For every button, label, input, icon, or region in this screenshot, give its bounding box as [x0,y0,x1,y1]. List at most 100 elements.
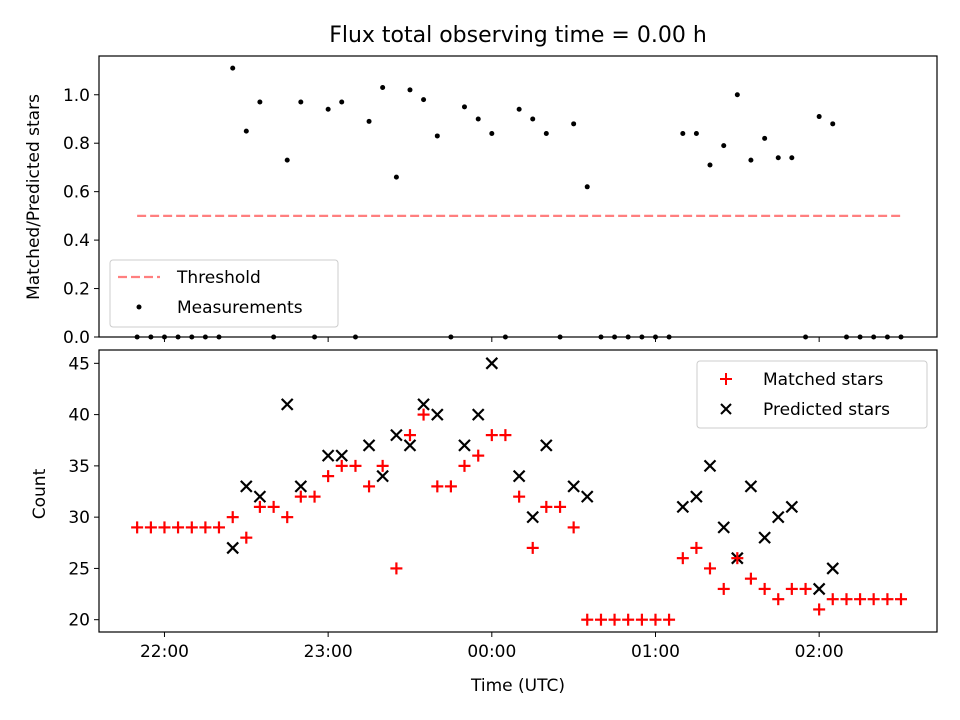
matched-stars-point [158,521,171,534]
predicted-stars-point-stroke [676,500,690,514]
predicted-stars-point-stroke [335,449,349,462]
predicted-stars-point-stroke [771,510,785,524]
measurement-point [366,118,372,124]
matched-stars-point [472,449,485,462]
predicted-stars-point [567,480,580,493]
top-legend: Threshold Measurements [109,259,339,328]
measurement-point [734,92,740,98]
matched-stars-point [199,521,212,534]
matched-stars-point [185,521,198,534]
top-y-tick-label: 0.8 [63,134,90,154]
threshold-legend-label: Threshold [176,268,261,288]
matched-stars-point [417,408,430,421]
predicted-stars-point-stroke [280,398,294,411]
matched-stars-point [281,511,294,524]
matched-stars-point [663,613,676,626]
measurement-point [257,99,263,105]
predicted-stars-point [417,398,430,411]
measurement-point [393,174,399,180]
bottom-y-tick-label: 30 [68,508,90,528]
bottom-axes-frame [98,349,938,633]
measurement-point [571,121,577,127]
matched-stars-point [267,500,280,513]
matched-stars-point [390,562,403,575]
matched-stars-point [608,613,621,626]
matched-stars-point [376,459,389,472]
predicted-stars-point-stroke [526,510,540,524]
matched-stars-point [131,521,144,534]
matched-stars-point [717,582,730,595]
predicted-stars-point-stroke [376,469,389,483]
matched-stars-point [758,582,771,595]
measurement-point [475,116,481,122]
measurement-point [816,114,822,120]
predicted-stars-point-stroke [785,500,799,514]
bottom-x-tick-label: 02:00 [795,642,844,662]
predicted-stars-point-stroke [812,582,826,596]
predicted-stars-point [294,480,308,493]
matched-stars-point [363,480,376,493]
predicted-stars-point-stroke [567,480,580,493]
matched-stars-point [172,521,185,534]
predicted-stars-point [253,490,267,503]
measurement-point [230,65,236,71]
predicted-stars-point [826,562,840,575]
predicted-stars-point-stroke [294,480,308,493]
matched-stars-point [526,541,539,554]
matched-stars-point [799,582,812,595]
predicted-stars-point [471,408,485,421]
matched-stars-point [567,521,580,534]
matched-stars-point [554,500,567,513]
matched-stars-point [212,521,225,534]
top-panel: 0.0 0.2 0.4 0.6 0.8 1.0 [63,55,938,348]
measurement-point [530,116,536,122]
predicted-stars-point-stroke [240,480,253,493]
bottom-x-tick-label: 00:00 [467,642,516,662]
top-y-tick-label: 1.0 [63,86,90,106]
predicted-stars-point-stroke [253,490,267,503]
bottom-y-tick-label: 35 [68,457,90,477]
predicted-stars-point-stroke [540,439,553,452]
predicted-stars-point [580,490,594,503]
measurement-point [298,99,304,105]
measurement-point [339,99,345,105]
predicted-stars-point-stroke [458,439,471,452]
measurement-point [434,133,440,139]
measurement-point [762,135,768,141]
bottom-legend-box [696,360,928,429]
predicted-stars-point-stroke [226,541,239,555]
matched-stars-point [649,613,662,626]
matched-stars-point [881,593,894,606]
predicted-stars-point [240,480,253,493]
bottom-y-axis-label: Count [30,468,50,519]
measurement-point [284,157,290,163]
matched-stars-point [867,593,880,606]
measurement-point [721,143,727,149]
matched-stars-point [635,613,648,626]
top-y-tick-label: 0.4 [63,231,90,251]
matched-stars-point [622,613,635,626]
predicted-stars-point [771,510,785,524]
predicted-stars-point [431,408,444,421]
predicted-stars-point-stroke [580,490,594,503]
predicted-stars-point [403,439,417,452]
matched-stars-point [731,552,744,565]
matched-stars-point [772,593,785,606]
matched-stars-point [785,582,798,595]
top-chart-title: Flux total observing time = 0.00 h [329,23,707,48]
matched-stars-point [703,562,716,575]
predicted-stars-point-stroke [362,439,376,452]
predicted-stars-point [526,510,540,524]
measurement-point [584,184,590,190]
bottom-y-tick-label: 40 [68,406,90,426]
predicted-stars-point-stroke [744,480,758,493]
measurement-point [830,121,836,127]
matched-stars-point [403,429,416,442]
top-axes-frame [98,55,938,338]
matched-stars-point [499,429,512,442]
measurement-point [707,162,713,168]
predicted-stars-point [321,449,335,462]
matched-stars-point [744,572,757,585]
